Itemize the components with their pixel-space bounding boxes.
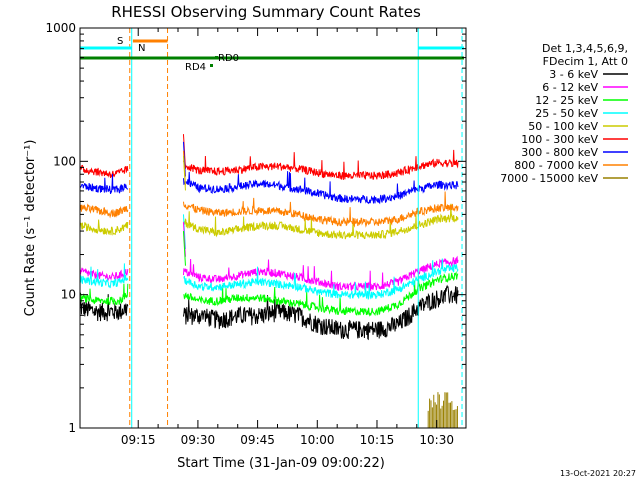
x-tick-label: 10:15: [360, 433, 395, 447]
series-trace: [183, 149, 459, 180]
series-25-to-50keV-kev: [79, 258, 459, 301]
y-tick-label: 1: [68, 421, 76, 435]
series-trace: [79, 263, 129, 289]
series-spike: [182, 222, 186, 257]
x-axis-label: Start Time (31-Jan-09 09:00:22): [177, 456, 385, 471]
series-trace: [183, 171, 459, 205]
decimation-label-rd4: RD4: [185, 62, 206, 73]
attenuator-label-s: S: [117, 36, 123, 47]
series-12-to-25keV-kev: [79, 270, 459, 317]
legend-label: 3 - 6 keV: [549, 68, 598, 81]
series-300-to-800keV-kev: [79, 171, 459, 205]
attenuator-label-n: N: [138, 43, 145, 54]
legend-label: 800 - 7000 keV: [514, 159, 598, 172]
x-axis-ticks: 09:15 09:30 09:45 10:00 10:15 10:30: [121, 28, 454, 447]
series-trace: [183, 258, 459, 301]
y-axis-ticks: 1 10 100 1000: [45, 21, 466, 435]
rd4-marker: [210, 64, 213, 67]
series-7000-to-15000keV-kev: [427, 392, 458, 428]
generation-timestamp: 13-Oct-2021 20:27: [560, 469, 636, 478]
series-spike: [182, 231, 186, 266]
y-axis-label: Count Rate (s⁻¹ detector⁻¹): [23, 140, 38, 317]
series-trace: [183, 270, 459, 317]
series-trace: [79, 219, 129, 236]
legend-label: 100 - 300 keV: [521, 133, 598, 146]
series-50-to-100keV-kev: [79, 203, 459, 240]
x-tick-label: 09:15: [121, 433, 156, 447]
y-tick-label: 100: [53, 154, 76, 168]
legend-label: 12 - 25 keV: [535, 94, 598, 107]
series-800-to-7000keV-kev: [79, 191, 459, 228]
series-spike: [182, 141, 186, 177]
series-trace: [79, 267, 129, 282]
series-trace: [79, 292, 129, 322]
decimation-label-rd0: RD0: [218, 53, 239, 64]
legend-header-line-2: FDecim 1, Att 0: [543, 55, 628, 68]
legend-label: 50 - 100 keV: [528, 120, 598, 133]
legend: Det 1,3,4,5,6,9, FDecim 1, Att 0 3 - 6 k…: [500, 42, 628, 185]
series-trace: [79, 164, 129, 178]
legend-label: 300 - 800 keV: [521, 146, 598, 159]
plot-frame: [79, 27, 467, 429]
legend-label: 7000 - 15000 keV: [500, 172, 598, 185]
legend-label: 6 - 12 keV: [542, 81, 598, 94]
x-tick-label: 10:30: [419, 433, 454, 447]
annotations: S N RD4 RD0: [117, 36, 239, 73]
series-trace: [183, 255, 459, 292]
chart-title: RHESSI Observing Summary Count Rates: [111, 3, 421, 21]
series-trace: [79, 283, 129, 306]
series-trace: [183, 284, 459, 341]
series-trace: [183, 191, 459, 228]
series-100-to-300keV-kev: [79, 149, 459, 180]
x-tick-label: 10:00: [300, 433, 335, 447]
series-trace: [183, 203, 459, 240]
legend-label: 25 - 50 keV: [535, 107, 598, 120]
plot-layer: [79, 28, 464, 428]
series-6-to-12keV-kev: [79, 255, 459, 292]
series-trace: [79, 203, 129, 219]
series-3-to-6keV-kev: [79, 284, 459, 341]
x-tick-label: 09:45: [240, 433, 275, 447]
series-spike: [182, 155, 186, 191]
rd0-marker: [215, 56, 218, 59]
series-trace: [79, 173, 129, 194]
y-tick-label: 1000: [45, 21, 76, 35]
x-tick-label: 09:30: [181, 433, 216, 447]
legend-header-line-1: Det 1,3,4,5,6,9,: [542, 42, 628, 55]
y-tick-label: 10: [61, 288, 76, 302]
